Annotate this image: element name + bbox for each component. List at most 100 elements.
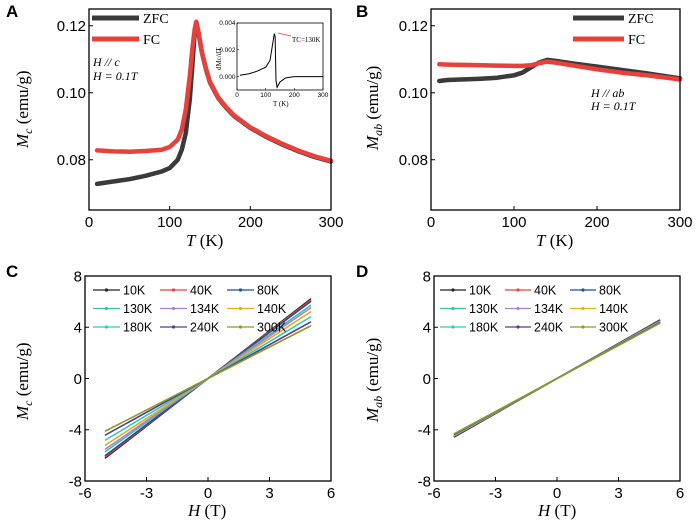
ylabel-d-sub: ab (371, 396, 385, 408)
legend-c-label-180k: 180K (123, 321, 153, 335)
plot-d-frame (433, 275, 681, 482)
inset-a-xlabel: T (K) (273, 100, 289, 108)
legend-c-label-80k: 80K (257, 284, 280, 298)
legend-d-label-240k: 240K (534, 321, 564, 335)
panel-letter-b: B (356, 2, 368, 21)
inset-a-xtick-label: 0 (235, 92, 239, 99)
plot-b-ytick-label: 0.10 (399, 85, 428, 102)
legend-d-label-300k: 300K (599, 321, 629, 335)
inset-a-marks: 0 100 200 300 0.000 0.002 0.004 (219, 20, 329, 99)
legend-d-marker-40k (516, 288, 520, 292)
plot-d-ytick-label: -8 (418, 473, 431, 490)
annotation-b-field: H = 0.1T (590, 99, 637, 113)
ylabel-b-unit: (emu/g) (363, 66, 382, 124)
plot-b-ytick-label: 0.08 (399, 152, 428, 169)
ylabel-b-sub: ab (371, 124, 385, 136)
legend-c-label-300k: 300K (257, 321, 287, 335)
plot-d-xtick-label: -3 (489, 485, 502, 502)
plot-a-ytick-label: 0.08 (57, 152, 86, 169)
plot-b-series-fc (437, 59, 683, 82)
panel-d: D -6 -3 0 3 6 -8 -4 0 4 8 10K 40K 80K 130K 134K 140K 18… (356, 262, 684, 520)
xlabel-a: T (K) (186, 231, 223, 250)
xlabel-b-unit: (K) (545, 231, 573, 250)
plot-b-ytick-label: 0.12 (399, 18, 428, 35)
xlabel-d: H (T) (537, 501, 576, 520)
plot-b-xtick-label: 0 (427, 214, 435, 231)
panel-letter-d: D (356, 262, 368, 281)
inset-a-ytick-label: 0.002 (219, 47, 236, 54)
ylabel-a-unit: (emu/g) (13, 70, 32, 128)
legend-d-marker-80k (581, 288, 585, 292)
plot-a-series-fc (94, 19, 334, 164)
legend-d-marker-134k (516, 306, 520, 311)
ylabel-c-unit: (emu/g) (13, 342, 32, 400)
legend-d-marker-140k (581, 306, 585, 311)
legend-c-marker-130k (104, 306, 109, 311)
xlabel-a-unit: (K) (195, 231, 223, 250)
legend-d-marker-240k (516, 325, 520, 329)
ylabel-d: Mab (emu/g) (363, 338, 385, 423)
plot-d-ytick-label: 4 (423, 320, 431, 337)
legend-a-fc-label: FC (143, 33, 160, 48)
plot-d-xtick-label: 6 (676, 485, 684, 502)
xlabel-d-var: H (537, 501, 552, 520)
plot-d-series-300k (453, 322, 661, 435)
legend-d-marker-180k (451, 325, 455, 329)
plot-a-ytick-label: 0.10 (57, 85, 86, 102)
plot-c-xtick-label: -3 (140, 485, 153, 502)
plot-d-ytick-label: 8 (423, 268, 431, 285)
inset-a-xtick-label: 300 (318, 92, 329, 99)
xlabel-b: T (K) (536, 231, 573, 250)
inset-a-tc-annotation: TC=130K (292, 36, 320, 44)
plot-a-xtick-label: 100 (157, 214, 182, 231)
legend-d-label-134k: 134K (534, 302, 564, 316)
panel-letter-a: A (6, 2, 18, 21)
inset-a-tc-arrow (277, 32, 292, 37)
plot-c-ytick-label: -8 (69, 473, 82, 490)
inset-a-ylabel: dMc/dT (215, 47, 223, 70)
plot-a-xtick-label: 0 (85, 214, 93, 231)
xlabel-c-var: H (187, 501, 202, 520)
legend-c: 10K 40K 80K 130K 134K 140K 180K 240K 300K (93, 284, 287, 335)
legend-c-marker-80k (238, 288, 243, 292)
xlabel-c-unit: (T) (200, 501, 226, 520)
panel-letter-c: C (6, 262, 18, 281)
ylabel-a-sub: c (21, 128, 35, 134)
plot-c-xtick-label: 0 (204, 485, 212, 502)
ylabel-d-var: M (363, 407, 382, 423)
inset-a-ytick-label: 0.000 (219, 74, 236, 81)
legend-d-label-40k: 40K (534, 284, 557, 298)
plot-c-xtick-label: 6 (327, 485, 335, 502)
legend-b-fc-label: FC (628, 33, 645, 48)
plot-c-ytick-label: 0 (74, 371, 82, 388)
plot-a-xtick-label: 300 (318, 214, 343, 231)
inset-a-series-dmdt (239, 33, 323, 89)
plot-d-xtick-label: -6 (427, 485, 440, 502)
legend-b: ZFC FC (573, 12, 654, 48)
plot-a-frame (88, 8, 332, 211)
ylabel-a: Mc (emu/g) (13, 70, 35, 149)
annotation-a-direction: H // c (92, 55, 120, 69)
ylabel-b: Mab (emu/g) (363, 66, 385, 151)
panel-c: C -6 -3 0 3 6 -8 -4 0 4 8 10K 40K 80K 130K 134K 140K 18… (6, 262, 335, 520)
legend-d-marker-10k (451, 288, 455, 292)
plot-b-xtick-label: 200 (584, 214, 609, 231)
ylabel-a-var: M (13, 133, 32, 149)
legend-c-marker-180k (104, 325, 109, 329)
annotation-b-direction: H // ab (590, 86, 624, 100)
plot-d-marks: -6 -3 0 3 6 -8 -4 0 4 8 (418, 268, 685, 502)
ylabel-c-sub: c (21, 400, 35, 406)
xlabel-a-var: T (186, 231, 197, 250)
ylabel-c-var: M (13, 405, 32, 421)
legend-d-label-10k: 10K (469, 284, 492, 298)
xlabel-d-unit: (T) (550, 501, 576, 520)
plot-d-xtick-label: 0 (553, 485, 561, 502)
ylabel-b-var: M (363, 135, 382, 151)
plot-a-xtick-label: 200 (238, 214, 263, 231)
legend-c-marker-10k (104, 288, 109, 292)
legend-c-label-240k: 240K (190, 321, 220, 335)
inset-a-xtick-label: 200 (289, 92, 300, 99)
legend-a: ZFC FC (92, 12, 169, 48)
